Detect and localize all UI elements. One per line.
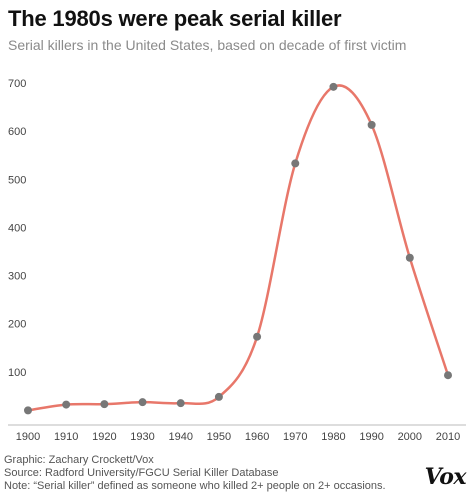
chart-footer: Graphic: Zachary Crockett/Vox Source: Ra…	[4, 454, 386, 493]
note-text: Note: “Serial killer” defined as someone…	[4, 480, 386, 492]
x-tick-label: 1920	[92, 431, 116, 443]
y-axis: 100 200 300 400 500 600 700	[8, 78, 26, 379]
data-point	[176, 399, 185, 408]
chart-title: The 1980s were peak serial killer	[8, 6, 342, 31]
data-point	[253, 332, 262, 341]
x-tick-label: 1990	[359, 431, 383, 443]
x-tick-label: 1950	[207, 431, 231, 443]
x-tick-label: 1960	[245, 431, 269, 443]
data-points	[24, 82, 452, 415]
x-tick-label: 1910	[54, 431, 78, 443]
y-tick-label: 500	[8, 174, 26, 186]
data-point	[24, 406, 32, 415]
data-point	[100, 400, 109, 409]
y-tick-label: 300	[8, 271, 26, 283]
y-tick-label: 200	[8, 319, 26, 331]
x-tick-label: 1940	[168, 431, 192, 443]
x-tick-label: 1900	[16, 431, 40, 443]
x-tick-label: 1980	[321, 431, 345, 443]
data-point	[329, 82, 338, 91]
data-point	[214, 392, 223, 401]
credit-text: Graphic: Zachary Crockett/Vox	[4, 454, 154, 466]
data-point	[405, 253, 414, 262]
x-tick-label: 2010	[436, 431, 460, 443]
data-point	[444, 371, 452, 380]
y-tick-label: 600	[8, 126, 26, 138]
y-tick-label: 400	[8, 222, 26, 234]
series-line	[27, 84, 450, 412]
x-tick-label: 2000	[398, 431, 422, 443]
source-text: Source: Radford University/FGCU Serial K…	[4, 467, 279, 479]
x-tick-label: 1970	[283, 431, 307, 443]
x-axis: 1900 1910 1920 1930 1940 1950 1960 1970 1980 1990…	[16, 431, 460, 443]
data-point	[291, 159, 300, 168]
chart-subtitle: Serial killers in the United States, bas…	[8, 37, 407, 53]
data-point	[62, 400, 71, 409]
y-tick-label: 100	[8, 367, 26, 379]
x-tick-label: 1930	[130, 431, 154, 443]
vox-logo: Vox	[424, 464, 467, 490]
y-tick-label: 700	[8, 78, 26, 90]
data-point	[138, 398, 147, 407]
data-point	[367, 120, 376, 129]
